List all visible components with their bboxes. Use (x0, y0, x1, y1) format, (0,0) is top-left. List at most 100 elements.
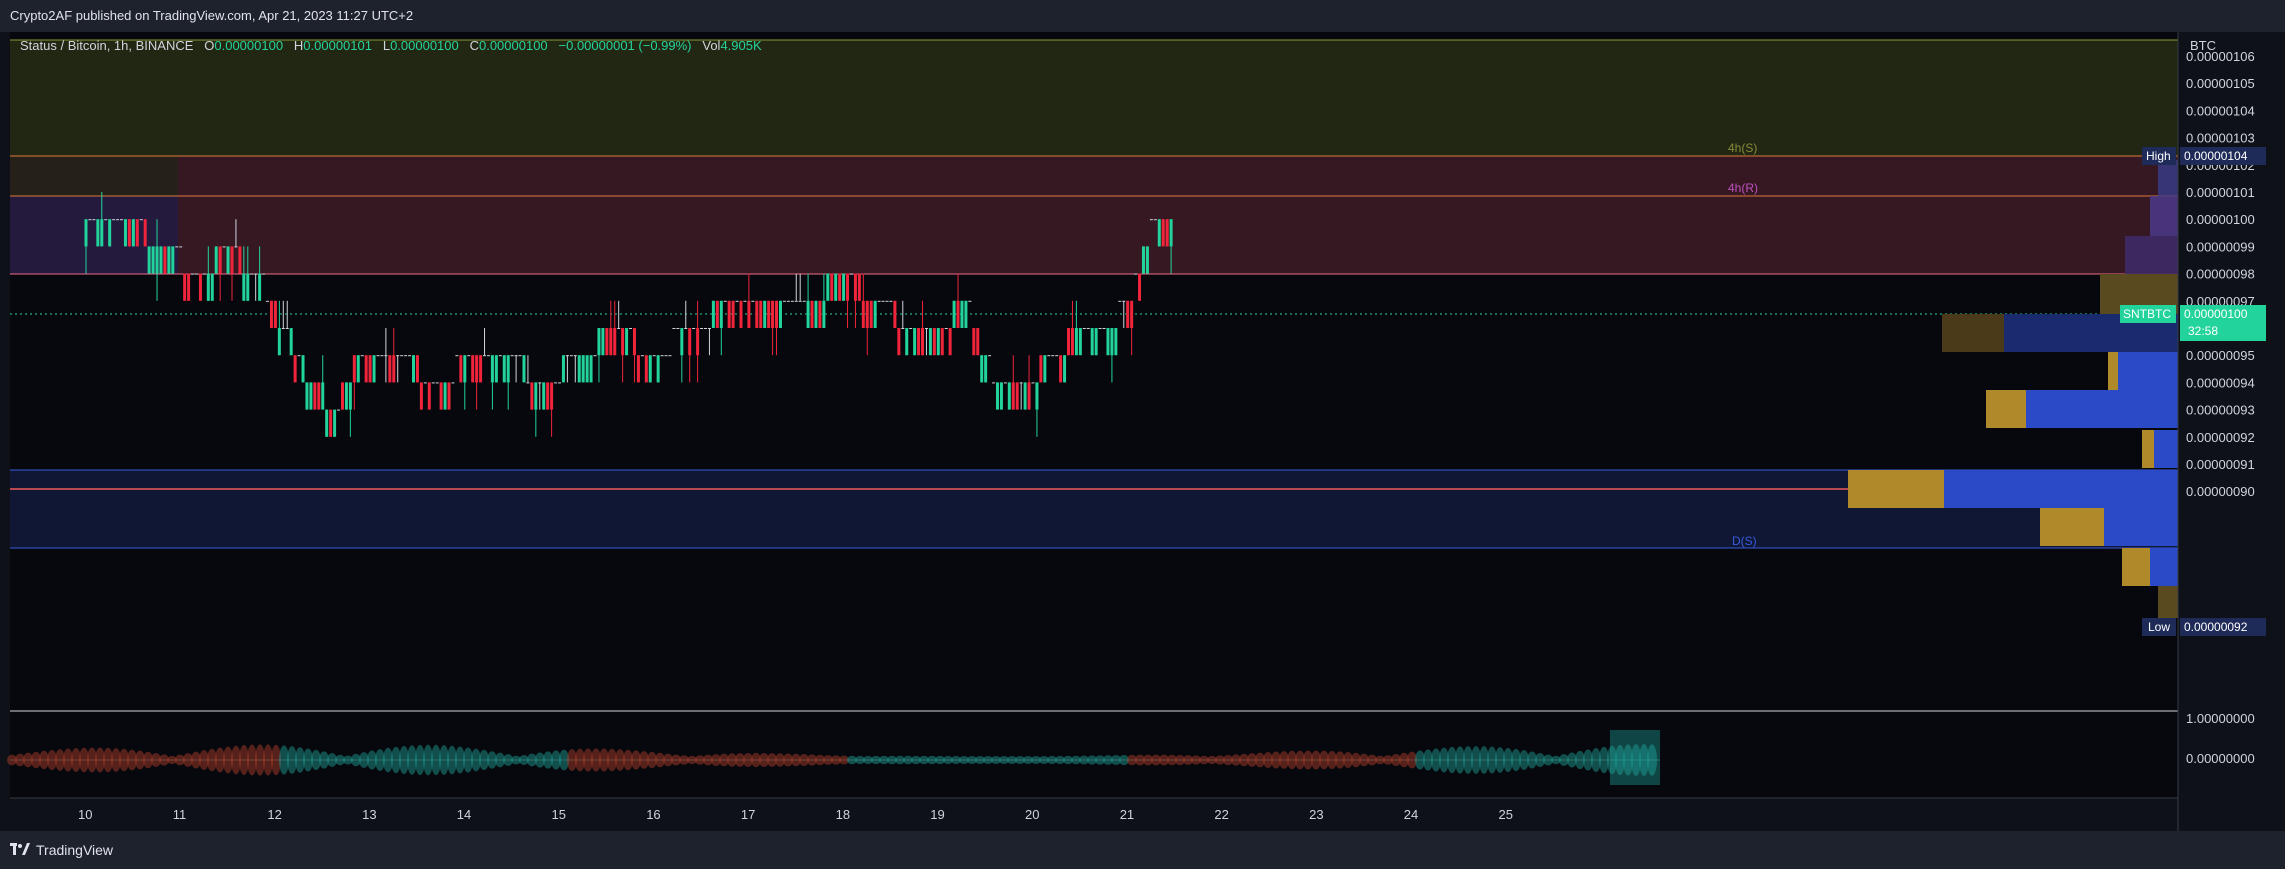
candle-body (400, 355, 404, 357)
label-4h-resistance: 4h(R) (1728, 181, 1758, 195)
candle-body (1023, 382, 1027, 410)
candle-body (593, 355, 597, 357)
low-value-bg (2180, 618, 2266, 636)
candle-body (218, 246, 222, 274)
symbol-tag-bg (2120, 305, 2176, 323)
brand-name[interactable]: TradingView (36, 842, 114, 858)
osc-band (967, 755, 977, 765)
candle-body (719, 300, 723, 328)
candle-body (376, 355, 380, 357)
osc-band (463, 747, 473, 773)
candle-body (285, 328, 289, 329)
candle-body (846, 273, 850, 301)
candle-body (131, 219, 135, 247)
osc-band (927, 755, 937, 765)
osc-band (1615, 744, 1625, 776)
candle-body (952, 300, 956, 328)
candle-body (944, 328, 948, 329)
candle-body (443, 382, 447, 410)
candle-body (715, 300, 719, 328)
osc-band (1143, 754, 1153, 766)
osc-band (223, 746, 233, 774)
candle-body (1165, 219, 1169, 247)
symbol-header: Status / Bitcoin, 1h, BINANCE O0.0000010… (20, 38, 762, 53)
osc-band (359, 752, 369, 768)
osc-band (311, 749, 321, 771)
candle-body (179, 246, 183, 248)
osc-band (15, 753, 25, 767)
candle-body (826, 273, 830, 301)
high-label: H (293, 38, 304, 53)
price-tick: 0.00000095 (2186, 348, 2255, 363)
osc-band (991, 755, 1001, 765)
candle-body (143, 219, 147, 247)
osc-band (351, 753, 361, 767)
osc-band (383, 747, 393, 773)
candle-body (810, 300, 814, 328)
candle-body (1161, 219, 1165, 247)
osc-band (783, 753, 793, 767)
osc-band (1455, 746, 1465, 774)
candle-body (242, 273, 246, 301)
osc-band (975, 755, 985, 765)
osc-band (1183, 755, 1193, 765)
candle-body (609, 328, 613, 356)
osc-band (1415, 750, 1425, 770)
candle-body (321, 382, 325, 410)
osc-band (751, 752, 761, 768)
zone-4h-resistance (178, 156, 2178, 274)
candle-body (696, 328, 700, 356)
osc-band (303, 748, 313, 772)
candle-body (112, 219, 116, 221)
osc-band (1599, 746, 1609, 774)
candle-body (680, 328, 684, 356)
candle-body (723, 300, 727, 302)
candle-body (368, 355, 372, 383)
osc-band (759, 752, 769, 768)
candle-body (917, 328, 921, 356)
candle-body (589, 355, 593, 383)
candle-body (940, 328, 944, 356)
osc-band (903, 755, 913, 765)
chart-area[interactable] (10, 32, 2178, 798)
osc-band (1519, 750, 1529, 770)
candle-body (885, 300, 889, 302)
candle-body (415, 355, 419, 383)
osc-band (1175, 754, 1185, 766)
candle-body (151, 246, 155, 274)
price-tick: 0.00000090 (2186, 484, 2255, 499)
candle-body (1126, 300, 1130, 328)
osc-band (1327, 750, 1337, 770)
time-tick: 19 (930, 807, 944, 822)
candle-body (522, 355, 526, 383)
candle-body (127, 219, 131, 247)
publisher-text: Crypto2AF published on TradingView.com, … (10, 8, 414, 23)
zone-daily-support (10, 470, 2178, 548)
candle-body (384, 355, 388, 357)
time-tick: 24 (1404, 807, 1418, 822)
time-axis-ticks: 10 11 12 13 14 15 16 17 18 19 20 21 22 23 24 25 (78, 807, 1513, 822)
candle-body (561, 355, 565, 383)
time-tick: 16 (646, 807, 660, 822)
osc-band (911, 755, 921, 765)
candle-body (1169, 219, 1173, 247)
candle-body (857, 273, 861, 301)
candle-body (1078, 328, 1082, 356)
price-tick: 0.00000093 (2186, 403, 2255, 418)
candle-body (893, 300, 897, 328)
candle-body (360, 355, 364, 357)
osc-band (1231, 754, 1241, 766)
candle-body (1094, 328, 1098, 356)
candle-body (309, 382, 313, 410)
candle-body (175, 246, 179, 248)
candle-body (277, 328, 281, 356)
candle-body (968, 300, 972, 302)
candle-body (104, 219, 108, 221)
candle-body (853, 273, 857, 301)
candle-body (711, 300, 715, 328)
tradingview-logo-icon[interactable] (10, 842, 30, 858)
candle-body (120, 219, 124, 221)
osc-band (1311, 750, 1321, 770)
osc-band (7, 754, 17, 766)
